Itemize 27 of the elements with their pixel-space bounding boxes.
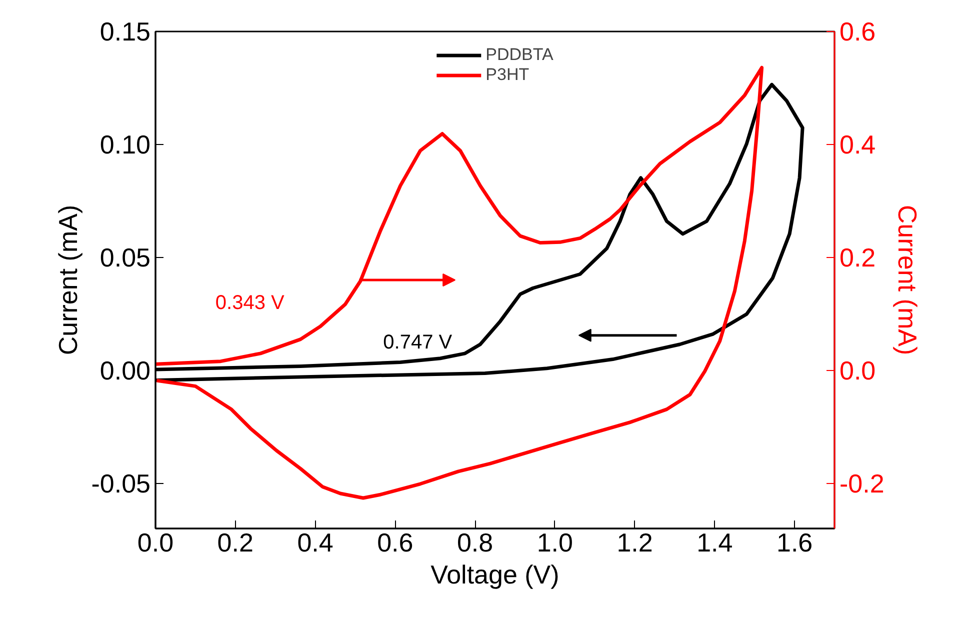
y-tick-label: 0.05	[100, 242, 151, 272]
y-axis-title: Current (mA)	[53, 204, 84, 356]
x-tick-label: 1.2	[616, 528, 653, 558]
legend-label: P3HT	[486, 65, 530, 85]
x-tick-label: 0.2	[217, 528, 254, 558]
x-tick-label: 0.6	[377, 528, 414, 558]
x-tick-label: 0.8	[456, 528, 494, 558]
y2-tick-label: 0.0	[840, 355, 876, 386]
y2-tick-label: 0.2	[840, 242, 876, 272]
y-tick-label: 0.15	[100, 16, 151, 46]
y-tick-label: -0.05	[91, 468, 151, 498]
x-axis-title: Voltage (V)	[430, 560, 560, 590]
y-tick-label: 0.10	[100, 129, 151, 160]
x-tick-label: 1.0	[536, 528, 573, 558]
line-series	[156, 66, 764, 500]
y2-axis-title: Current (mA)	[892, 204, 922, 356]
legend-label: PDDBTA	[486, 45, 554, 65]
y-tick-label: 0.00	[100, 355, 151, 386]
x-tick-label: 1.4	[696, 528, 733, 558]
y2-tick-label: -0.2	[840, 468, 884, 498]
annotation: 0.343 V	[215, 292, 286, 314]
y2-tick-label: 0.4	[840, 129, 876, 160]
x-tick-label: 1.6	[776, 528, 813, 558]
annotation: 0.747 V	[383, 331, 453, 354]
x-tick-label: 0.0	[137, 528, 174, 558]
y2-tick-label: 0.6	[840, 16, 876, 46]
x-tick-label: 0.4	[297, 528, 334, 558]
